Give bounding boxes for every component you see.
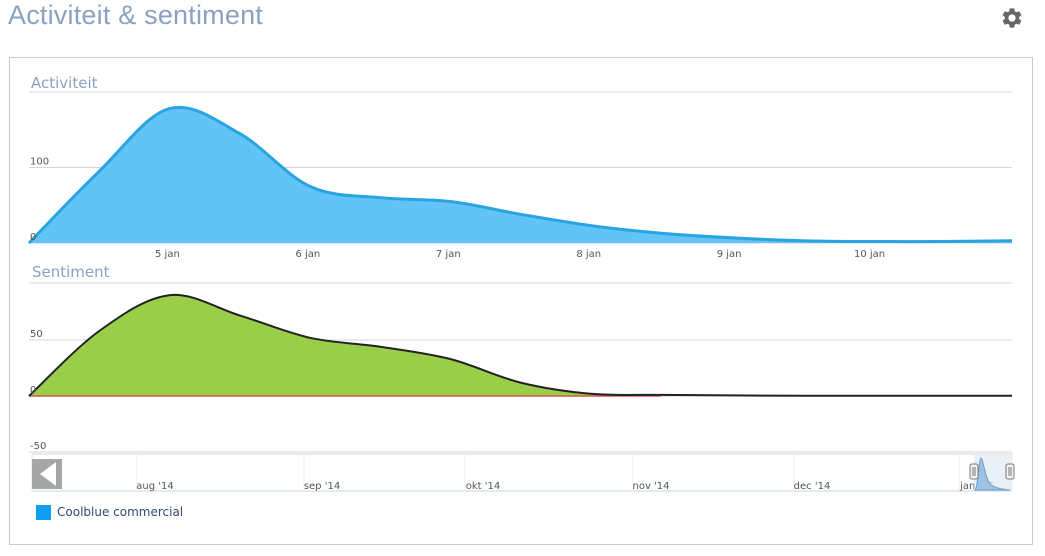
sentiment-y-tick-label: -50 bbox=[30, 441, 46, 452]
sentiment-chart-title: Sentiment bbox=[32, 263, 110, 281]
activity-chart-title: Activiteit bbox=[31, 74, 98, 92]
activity-line bbox=[27, 105, 1013, 245]
sentiment-y-tick-label: 0 bbox=[30, 385, 36, 396]
sentiment-y-ticks: -50 0 50 bbox=[30, 329, 46, 452]
sentiment-area bbox=[29, 294, 1012, 396]
navigator-label: sep '14 bbox=[304, 481, 340, 492]
navigator-label: okt '14 bbox=[466, 481, 500, 492]
navigator-label: aug '14 bbox=[136, 481, 173, 492]
legend-swatch bbox=[36, 505, 51, 520]
activity-x-tick-label: 10 jan bbox=[854, 249, 885, 260]
sentiment-line bbox=[28, 293, 1012, 397]
sentiment-series bbox=[28, 293, 1012, 397]
activity-x-tick-label: 6 jan bbox=[295, 249, 320, 260]
activity-x-tick-label: 7 jan bbox=[436, 249, 461, 260]
gear-icon[interactable] bbox=[1000, 6, 1024, 30]
activity-y-ticks: 0 100 bbox=[30, 157, 49, 244]
navigator-track[interactable] bbox=[31, 453, 1013, 492]
sentiment-y-tick-label: 50 bbox=[30, 329, 43, 340]
activity-x-ticks: 5 jan 6 jan 7 jan 8 jan 9 jan 10 jan bbox=[155, 249, 885, 260]
navigator-range[interactable] bbox=[969, 455, 1015, 491]
navigator-label: dec '14 bbox=[794, 481, 831, 492]
activity-area bbox=[29, 107, 1012, 243]
activity-y-tick-label: 0 bbox=[30, 232, 36, 243]
drag-handle-icon bbox=[969, 463, 979, 480]
right-drag-handle[interactable] bbox=[1005, 463, 1015, 480]
arrow-left-icon bbox=[40, 462, 56, 486]
scroll-left-button[interactable] bbox=[32, 459, 62, 489]
drag-handle-icon bbox=[1005, 463, 1015, 480]
page-title: Activiteit & sentiment bbox=[8, 0, 263, 30]
activity-series bbox=[27, 105, 1013, 245]
left-drag-handle[interactable] bbox=[969, 463, 979, 480]
legend-label: Coolblue commercial bbox=[57, 505, 184, 519]
activity-x-tick-label: 5 jan bbox=[155, 249, 180, 260]
activity-x-tick-label: 9 jan bbox=[717, 249, 742, 260]
activity-x-tick-label: 8 jan bbox=[576, 249, 601, 260]
navigator-label: nov '14 bbox=[632, 481, 669, 492]
activity-y-tick-label: 100 bbox=[30, 157, 49, 168]
